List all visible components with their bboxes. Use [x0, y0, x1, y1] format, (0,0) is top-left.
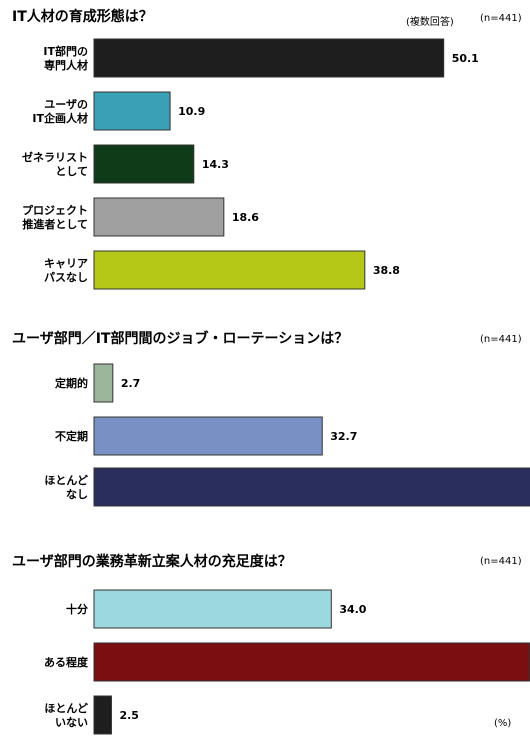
chart-2-category-label-3: ほとんどなし: [44, 474, 88, 501]
chart-3-bar-1: [93, 589, 332, 629]
chart-3-category-label-2: ある程度: [44, 655, 89, 669]
chart-1-bar-1: [93, 38, 445, 78]
chart-1-n-label: (n=441): [480, 13, 522, 24]
chart-2-category-label-2: 不定期: [55, 429, 88, 443]
chart-2-bar-2: [93, 416, 323, 456]
chart-1-value-label-3: 14.3: [202, 158, 229, 171]
chart-2-bar-3: [93, 467, 530, 507]
chart-1-category-label-4: プロジェクト推進者として: [22, 203, 88, 231]
chart-3-bar-3: [93, 695, 112, 735]
chart-1-category-label-1: IT部門の専門人材: [43, 44, 88, 72]
chart-1-category-label-5: キャリアパスなし: [44, 257, 88, 284]
chart-2-n-label: (n=441): [480, 334, 522, 345]
chart-2-value-label-2: 32.7: [330, 430, 357, 443]
unit-label: (%): [494, 718, 512, 729]
chart-3-value-label-1: 34.0: [339, 603, 366, 616]
chart-1-bar-2: [93, 91, 171, 131]
chart-3-category-label-1: 十分: [66, 602, 88, 616]
chart-2-value-label-1: 2.7: [121, 377, 141, 390]
chart-1-value-label-4: 18.6: [232, 211, 259, 224]
chart-1-category-label-2: ユーザの IT企画人材: [32, 98, 88, 125]
chart-3-value-label-3: 2.5: [119, 709, 139, 722]
chart-3-bar-2: [93, 642, 530, 682]
chart-2-category-label-1: 定期的: [55, 376, 88, 390]
chart-2-title: ユーザ部門／IT部門間のジョブ・ローテーションは？: [12, 331, 349, 347]
chart-1-bar-4: [93, 197, 225, 237]
chart-3-category-label-3: ほとんどいない: [44, 702, 88, 729]
chart-1-value-label-1: 50.1: [452, 52, 479, 65]
chart-1-title: IT人材の育成形態は？: [12, 9, 153, 25]
chart-1-bar-5: [93, 250, 366, 290]
chart-3-title: ユーザ部門の業務革新立案人材の充足度は？: [12, 554, 292, 570]
chart-2-bar-1: [93, 363, 114, 403]
chart-1-value-label-2: 10.9: [178, 105, 205, 118]
chart-1-category-label-3: ゼネラリストとして: [22, 150, 88, 178]
chart-3-n-label: (n=441): [480, 556, 522, 567]
chart-1-subtitle: (複数回答): [406, 17, 454, 28]
chart-1-value-label-5: 38.8: [373, 264, 400, 277]
chart-1-bar-3: [93, 144, 195, 184]
